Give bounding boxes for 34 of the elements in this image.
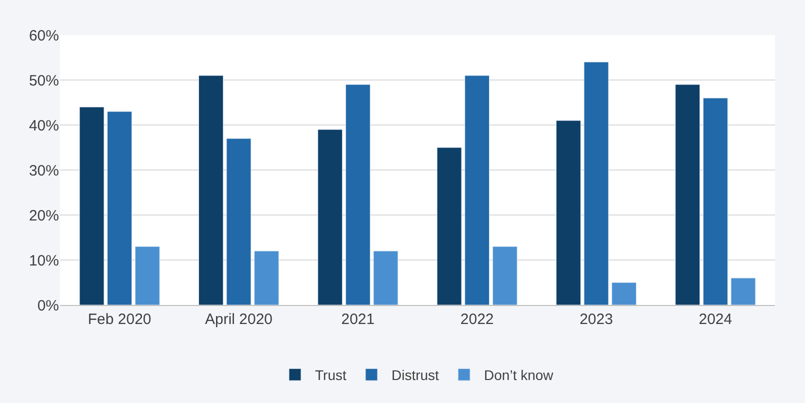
y-tick-label: 20% (28, 207, 59, 224)
bar (254, 250, 280, 305)
y-tick-label: 60% (28, 27, 59, 44)
bar (492, 246, 518, 305)
bar (226, 138, 252, 305)
x-tick-label: 2023 (580, 311, 613, 328)
bar (318, 129, 343, 305)
bar (464, 75, 490, 305)
x-tick-label: 2022 (460, 311, 494, 328)
bar (730, 278, 756, 305)
bar (702, 98, 728, 305)
x-tick-label: April 2020 (204, 311, 273, 328)
y-tick-label: 40% (28, 117, 59, 134)
bar (675, 84, 700, 305)
bar (79, 106, 104, 305)
bar (584, 62, 609, 305)
y-tick-label: 10% (28, 252, 59, 270)
bar (134, 246, 160, 305)
y-tick-label: 50% (28, 72, 59, 90)
bar (107, 111, 132, 305)
x-tick-label: Feb 2020 (88, 311, 152, 328)
y-tick-label: 0% (37, 297, 59, 314)
x-tick-label: 2021 (341, 311, 375, 328)
bar (436, 147, 462, 305)
bar (556, 120, 581, 305)
y-tick-label: 30% (28, 162, 59, 180)
bar (198, 75, 224, 305)
legend-label: Distrust (391, 367, 440, 384)
legend-label: Don’t know (484, 367, 554, 384)
bar (612, 282, 637, 305)
legend-label: Trust (315, 367, 346, 384)
x-tick-label: 2024 (698, 311, 732, 328)
bar (345, 84, 370, 305)
bar (373, 250, 398, 305)
